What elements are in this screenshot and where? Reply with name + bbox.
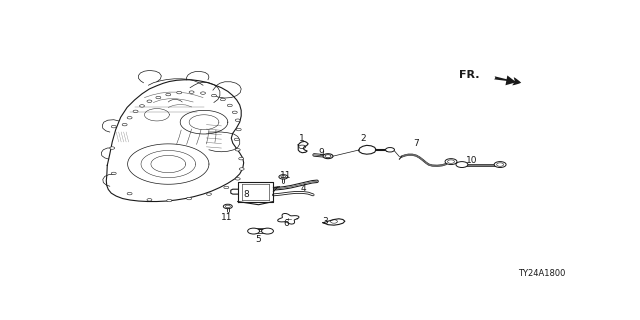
Circle shape (223, 204, 232, 209)
Text: 5: 5 (256, 235, 261, 244)
Circle shape (220, 98, 225, 101)
Circle shape (385, 148, 394, 152)
Circle shape (236, 119, 240, 121)
Circle shape (127, 116, 132, 119)
Circle shape (224, 186, 229, 189)
Circle shape (140, 105, 145, 107)
Circle shape (111, 125, 116, 128)
Circle shape (262, 228, 273, 234)
Circle shape (177, 92, 182, 94)
Circle shape (167, 199, 172, 202)
Circle shape (147, 198, 152, 201)
Circle shape (236, 178, 240, 180)
Text: 8: 8 (243, 190, 249, 199)
Circle shape (239, 157, 244, 160)
Circle shape (133, 110, 138, 113)
Circle shape (189, 91, 194, 93)
Circle shape (236, 148, 240, 151)
Circle shape (187, 197, 191, 200)
Circle shape (127, 192, 132, 195)
Circle shape (232, 111, 237, 114)
Circle shape (227, 104, 232, 107)
Text: 11: 11 (280, 171, 292, 180)
Circle shape (110, 147, 115, 149)
Text: 3: 3 (323, 218, 328, 227)
Circle shape (166, 93, 171, 96)
Circle shape (445, 159, 457, 164)
Text: 4: 4 (300, 184, 306, 193)
Text: 9: 9 (319, 148, 324, 157)
Text: TY24A1800: TY24A1800 (518, 269, 565, 278)
Circle shape (211, 94, 216, 97)
Circle shape (156, 96, 161, 99)
Circle shape (207, 193, 211, 195)
Circle shape (234, 138, 239, 141)
Circle shape (111, 172, 116, 175)
Circle shape (147, 100, 152, 102)
Circle shape (279, 175, 288, 179)
Circle shape (456, 162, 468, 167)
Text: 2: 2 (360, 134, 365, 143)
Circle shape (236, 128, 241, 131)
Circle shape (239, 168, 244, 170)
Text: FR.: FR. (460, 70, 480, 80)
Circle shape (248, 228, 260, 234)
Circle shape (200, 92, 205, 94)
Circle shape (494, 162, 506, 167)
Text: 11: 11 (221, 212, 232, 221)
Circle shape (122, 124, 127, 126)
Text: 1: 1 (300, 134, 305, 143)
Text: 6: 6 (283, 219, 289, 228)
Circle shape (323, 154, 333, 159)
Text: 10: 10 (466, 156, 477, 165)
Text: 7: 7 (413, 139, 419, 148)
